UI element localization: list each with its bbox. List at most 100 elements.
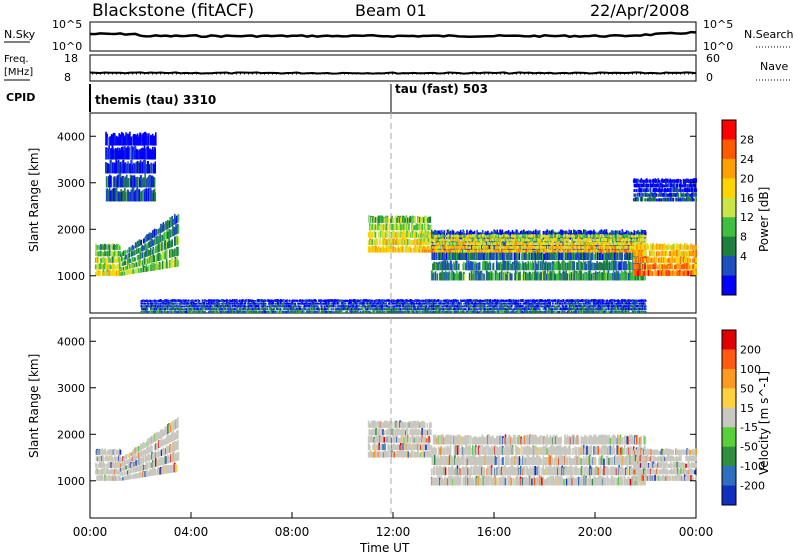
heatmap-cell	[523, 242, 525, 246]
heatmap-cell	[604, 273, 607, 281]
heatmap-cell	[669, 251, 672, 257]
heatmap-cell	[194, 307, 197, 311]
freq-series	[89, 71, 697, 75]
heatmap-cell	[429, 241, 432, 246]
heatmap-cell	[654, 196, 656, 202]
heatmap-cell	[562, 252, 565, 260]
heatmap-cell	[574, 241, 577, 246]
heatmap-cell	[499, 234, 501, 238]
heatmap-cell	[556, 261, 559, 271]
heatmap-cell	[144, 148, 146, 160]
heatmap-cell	[620, 260, 623, 271]
heatmap-cell	[665, 198, 668, 202]
heatmap-cell	[592, 262, 595, 271]
heatmap-cell	[444, 253, 447, 260]
heatmap-cell	[156, 261, 158, 271]
heatmap-cell	[151, 299, 153, 302]
heatmap-cell	[618, 238, 620, 242]
heatmap-cell	[144, 305, 147, 308]
heatmap-cell	[661, 264, 663, 270]
heatmap-cell	[692, 197, 694, 202]
heatmap-cell	[442, 238, 445, 242]
heatmap-cell	[600, 234, 602, 238]
heatmap-cell	[658, 251, 661, 257]
heatmap-cell	[613, 271, 616, 281]
heatmap-cell	[453, 261, 455, 271]
heatmap-cell	[213, 299, 216, 302]
heatmap-cell	[209, 305, 212, 308]
heatmap-cell	[461, 234, 464, 238]
heatmap-cell	[642, 193, 644, 197]
heatmap-cell	[492, 272, 494, 281]
heatmap-cell	[124, 192, 127, 202]
heatmap-cell	[473, 251, 475, 260]
heatmap-cell	[488, 241, 490, 246]
heatmap-cell	[371, 231, 374, 238]
heatmap-cell	[154, 192, 156, 202]
heatmap-cell	[593, 253, 596, 260]
heatmap-cell	[603, 249, 606, 253]
heatmap-cell	[391, 224, 393, 231]
heatmap-cell	[468, 272, 471, 281]
heatmap-cell	[171, 215, 173, 227]
heatmap-cell	[155, 229, 158, 236]
heatmap-cell	[191, 304, 193, 308]
heatmap-cell	[139, 252, 142, 259]
heatmap-cell	[669, 263, 672, 270]
heatmap-cell	[504, 251, 507, 260]
heatmap-cell	[483, 239, 485, 242]
heatmap-cell	[152, 163, 155, 174]
heatmap-cell	[677, 193, 680, 197]
heatmap-cell	[402, 239, 405, 246]
heatmap-cell	[133, 263, 136, 268]
heatmap-cell	[130, 136, 132, 146]
heatmap-cell	[528, 234, 531, 238]
heatmap-cell	[643, 188, 646, 192]
heatmap-cell	[218, 302, 221, 305]
heatmap-cell	[466, 245, 468, 249]
heatmap-cell	[112, 162, 114, 174]
heatmap-cell	[615, 250, 617, 253]
heatmap-cell	[379, 225, 381, 231]
heatmap-cell	[463, 274, 466, 281]
heatmap-cell	[619, 242, 622, 246]
heatmap-cell	[502, 238, 505, 242]
heatmap-cell	[174, 217, 177, 225]
heatmap-cell	[450, 250, 452, 260]
heatmap-cell	[119, 245, 121, 250]
heatmap-cell	[557, 234, 559, 238]
heatmap-cell	[133, 191, 136, 202]
heatmap-cell	[687, 184, 689, 188]
heatmap-cell	[430, 225, 432, 231]
heatmap-cell	[661, 184, 664, 188]
heatmap-cell	[125, 132, 127, 146]
heatmap-cell	[497, 238, 499, 242]
heatmap-cell	[425, 239, 428, 246]
heatmap-cell	[627, 246, 629, 249]
heatmap-cell	[694, 178, 696, 183]
heatmap-cell	[168, 310, 171, 313]
heatmap-cell	[197, 299, 199, 302]
cpid-mode-1: themis (tau) 3310	[95, 93, 216, 107]
heatmap-cell	[396, 237, 398, 245]
heatmap-cell	[406, 230, 408, 238]
heatmap-cell	[162, 243, 165, 251]
heatmap-cell	[580, 234, 583, 238]
heatmap-cell	[197, 307, 199, 311]
heatmap-cell	[427, 238, 430, 242]
heatmap-cell	[454, 234, 456, 238]
heatmap-cell	[468, 242, 470, 246]
heatmap-cell	[614, 245, 617, 249]
heatmap-cell	[692, 264, 695, 270]
heatmap-cell	[155, 132, 157, 146]
heatmap-cell	[136, 133, 139, 146]
heatmap-cell	[153, 299, 156, 302]
heatmap-cell	[480, 234, 483, 238]
heatmap-cell	[453, 273, 456, 281]
heatmap-cell	[425, 215, 427, 223]
heatmap-cell	[398, 247, 400, 253]
heatmap-cell	[370, 247, 373, 253]
heatmap-cell	[576, 234, 578, 238]
heatmap-cell	[506, 253, 509, 260]
